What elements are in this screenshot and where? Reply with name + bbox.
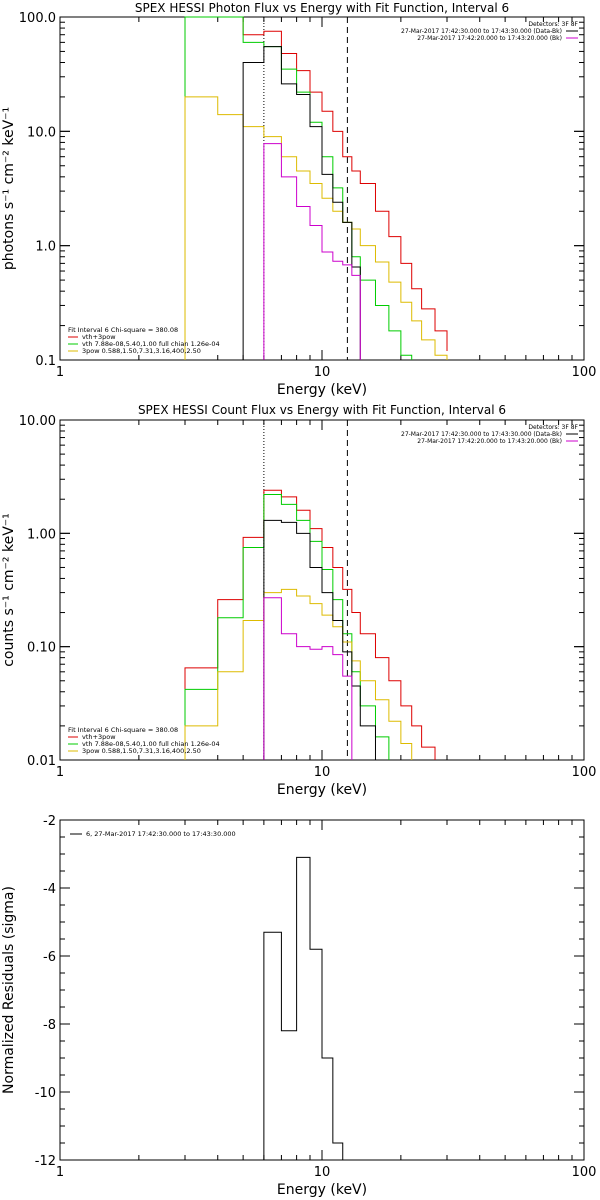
y-axis-label-2: Normalized Residuals (sigma)	[1, 886, 17, 1094]
legend-label-1-0: vth+3pow	[82, 733, 116, 741]
y-tick-label-1: 0.10	[27, 641, 56, 656]
y-tick-label-0: 10.0	[27, 125, 56, 140]
y-axis-label-1: counts s⁻¹ cm⁻² keV⁻¹	[1, 513, 17, 667]
chart-title-1: SPEX HESSI Count Flux vs Energy with Fit…	[138, 403, 506, 417]
legend-label-0-0: vth+3pow	[82, 333, 116, 341]
y-tick-label-0: 1.0	[35, 240, 56, 255]
y-tick-label-1: 1.00	[27, 527, 56, 542]
legend-title-1: Fit Interval 6 Chi-square = 380.08	[68, 726, 178, 734]
chart-title-0: SPEX HESSI Photon Flux vs Energy with Fi…	[135, 1, 509, 15]
series-line-1-0	[184, 489, 436, 760]
x-tick-label-2: 1	[56, 1165, 64, 1180]
x-tick-label-1: 1	[56, 765, 64, 780]
series-line-0-3	[242, 46, 361, 360]
x-tick-label-0: 1	[56, 365, 64, 380]
y-tick-label-2: -2	[43, 814, 56, 829]
legend-label-0-2: 3pow 0.588,1.50,7.31,3.16,400,2.50	[82, 347, 201, 355]
series-line-1-1	[184, 494, 390, 760]
x-tick-label-0: 10	[314, 365, 331, 380]
y-tick-label-0: 100.0	[19, 11, 56, 26]
series-line-2-0	[263, 856, 352, 1161]
series-line-1-2	[184, 588, 413, 760]
header-data-interval-0: 27-Mar-2017 17:42:30.000 to 17:43:30.000…	[401, 28, 562, 35]
x-tick-label-2: 100	[572, 1165, 597, 1180]
y-tick-label-2: -12	[35, 1154, 56, 1169]
y-tick-label-0: 0.1	[35, 354, 56, 369]
x-axis-label-2: Energy (keV)	[277, 1182, 367, 1198]
header-bk-interval-0: 27-Mar-2017 17:42:20.000 to 17:43:20.000…	[417, 35, 562, 42]
series-line-1-3	[263, 519, 376, 760]
x-tick-label-0: 100	[572, 365, 597, 380]
y-axis-label-0: photons s⁻¹ cm⁻² keV⁻¹	[1, 107, 17, 270]
x-tick-label-2: 10	[314, 1165, 331, 1180]
header-detectors-1: Detectors: 3F 8F	[528, 424, 578, 431]
legend-title-0: Fit Interval 6 Chi-square = 380.08	[68, 326, 178, 334]
legend-label-0-1: vth 7.88e-08,5.40,1.00 full chian 1.26e-…	[82, 340, 220, 348]
x-tick-label-1: 100	[572, 765, 597, 780]
header-bk-interval-1: 27-Mar-2017 17:42:20.000 to 17:43:20.000…	[417, 438, 562, 445]
series-line-0-2	[184, 96, 448, 360]
legend-label-2-0: 6, 27-Mar-2017 17:42:30.000 to 17:43:30.…	[86, 830, 236, 838]
x-axis-label-0: Energy (keV)	[277, 382, 367, 398]
x-axis-label-1: Energy (keV)	[277, 782, 367, 798]
x-tick-label-1: 10	[314, 765, 331, 780]
y-tick-label-1: 10.00	[19, 414, 56, 429]
header-data-interval-1: 27-Mar-2017 17:42:30.000 to 17:43:30.000…	[401, 431, 562, 438]
series-line-0-1	[184, 16, 413, 360]
y-tick-label-2: -10	[35, 1086, 56, 1101]
header-detectors-0: Detectors: 3F 8F	[528, 21, 578, 28]
y-tick-label-2: -6	[43, 950, 56, 965]
legend-label-1-2: 3pow 0.588,1.50,7.31,3.16,400,2.50	[82, 747, 201, 755]
legend-label-1-1: vth 7.88e-08,5.40,1.00 full chian 1.26e-…	[82, 740, 220, 748]
series-line-1-4	[263, 597, 353, 760]
y-tick-label-2: -4	[43, 882, 56, 897]
series-line-0-4	[263, 143, 361, 360]
series-line-0-0	[184, 16, 448, 360]
y-tick-label-1: 0.01	[27, 754, 56, 769]
y-tick-label-2: -8	[43, 1018, 56, 1033]
